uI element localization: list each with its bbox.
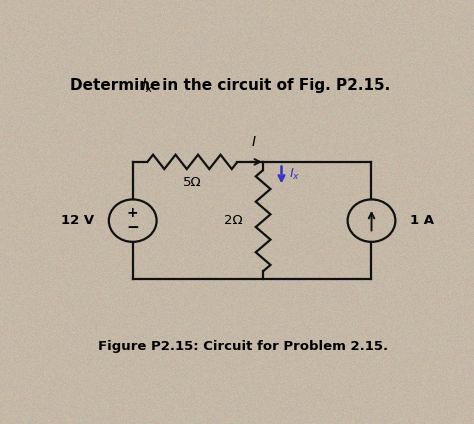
- Text: Figure P2.15: Circuit for Problem 2.15.: Figure P2.15: Circuit for Problem 2.15.: [98, 340, 388, 353]
- Text: 1 A: 1 A: [410, 214, 434, 227]
- Text: Determine: Determine: [70, 78, 166, 93]
- Text: 5Ω: 5Ω: [183, 176, 202, 189]
- Text: $I_x$: $I_x$: [141, 76, 154, 95]
- Text: $I_x$: $I_x$: [289, 167, 301, 182]
- Text: +: +: [127, 206, 138, 220]
- Text: in the circuit of Fig. P2.15.: in the circuit of Fig. P2.15.: [156, 78, 390, 93]
- Text: $I$: $I$: [251, 136, 257, 150]
- Text: 12 V: 12 V: [61, 214, 94, 227]
- Text: 2Ω: 2Ω: [224, 214, 243, 227]
- Text: −: −: [127, 220, 139, 234]
